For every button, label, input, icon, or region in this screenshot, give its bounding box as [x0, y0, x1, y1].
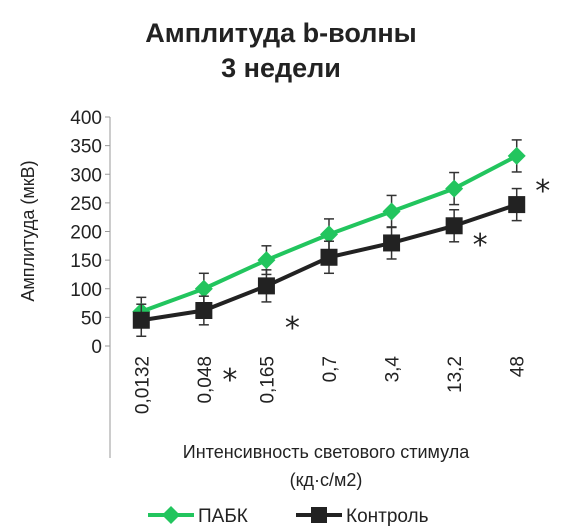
- significance-asterisk: *: [473, 228, 488, 263]
- x-tick-label: 13,2: [445, 356, 466, 393]
- data-point-square: [383, 234, 401, 252]
- legend-marker-diamond: [162, 506, 180, 524]
- data-point-square: [132, 311, 150, 329]
- y-tick-label: 250: [70, 194, 102, 215]
- x-tick-label: 48: [508, 356, 529, 377]
- data-point-diamond: [257, 251, 276, 270]
- x-axis-label-line1: Интенсивность светового стимула: [183, 442, 470, 462]
- y-tick-label: 350: [70, 137, 102, 158]
- y-tick-label: 300: [70, 165, 102, 186]
- y-tick-label: 100: [70, 280, 102, 301]
- data-point-square: [320, 248, 338, 266]
- chart-title-line1: Амплитуда b-волны: [145, 18, 417, 48]
- x-axis-label-line2: (кд·с/м2): [290, 470, 363, 490]
- y-tick-label: 200: [70, 223, 102, 244]
- legend: ПАБК Контроль: [148, 506, 429, 526]
- data-point-diamond: [382, 202, 401, 221]
- data-point-diamond: [445, 179, 464, 198]
- y-tick-label: 50: [81, 308, 102, 329]
- series-1: [132, 139, 526, 327]
- y-tick-label: 0: [91, 337, 102, 358]
- significance-asterisk: *: [222, 363, 237, 398]
- data-point-diamond: [507, 146, 526, 165]
- significance-asterisk: *: [535, 174, 550, 209]
- x-tick-label: 3,4: [383, 356, 404, 383]
- legend-marker-square: [311, 507, 327, 523]
- x-tick-label: 0,0132: [132, 356, 153, 414]
- data-point-square: [257, 277, 275, 295]
- y-tick-label: 400: [70, 108, 102, 129]
- legend-label-1: ПАБК: [198, 506, 248, 526]
- legend-label-2: Контроль: [346, 506, 429, 526]
- data-point-square: [445, 217, 463, 235]
- x-tick-label: 0,048: [195, 356, 216, 404]
- x-tick-label: 0,165: [257, 356, 278, 404]
- y-axis-label: Амплитуда (мкВ): [18, 160, 38, 301]
- chart-title-line2: 3 недели: [221, 53, 341, 83]
- series-2: [132, 187, 526, 338]
- data-point-square: [508, 196, 526, 214]
- data-point-diamond: [320, 225, 338, 244]
- x-tick-label: 0,7: [320, 356, 341, 382]
- significance-asterisk: *: [285, 311, 300, 346]
- data-point-square: [195, 302, 213, 320]
- y-tick-label: 150: [70, 251, 102, 272]
- data-point-diamond: [194, 279, 213, 298]
